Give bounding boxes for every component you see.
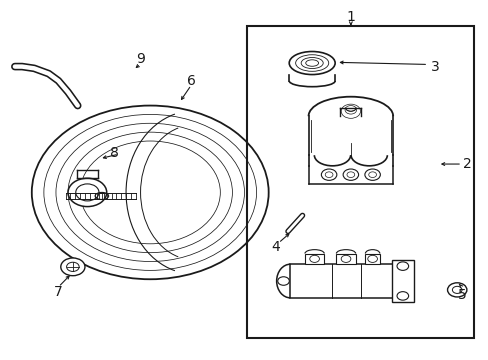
Bar bbox=[290, 264, 401, 298]
Text: 1: 1 bbox=[346, 10, 355, 24]
Text: 2: 2 bbox=[462, 157, 470, 171]
Text: 6: 6 bbox=[186, 74, 195, 88]
Text: 9: 9 bbox=[136, 53, 145, 67]
Bar bbox=[246, 26, 473, 338]
Circle shape bbox=[321, 169, 336, 180]
Ellipse shape bbox=[288, 51, 334, 75]
Bar bbox=[391, 260, 413, 302]
Circle shape bbox=[68, 178, 106, 207]
Circle shape bbox=[61, 258, 85, 276]
Text: 4: 4 bbox=[271, 240, 280, 255]
Circle shape bbox=[396, 262, 408, 270]
Text: 7: 7 bbox=[54, 285, 62, 299]
Circle shape bbox=[396, 292, 408, 300]
Circle shape bbox=[343, 169, 358, 180]
Circle shape bbox=[277, 277, 289, 285]
Text: 3: 3 bbox=[430, 59, 439, 73]
Bar bbox=[365, 253, 379, 264]
Text: 8: 8 bbox=[109, 147, 118, 161]
Text: 5: 5 bbox=[457, 288, 466, 302]
Bar bbox=[305, 253, 324, 264]
Bar bbox=[336, 253, 355, 264]
Circle shape bbox=[447, 283, 466, 297]
Circle shape bbox=[364, 169, 380, 180]
